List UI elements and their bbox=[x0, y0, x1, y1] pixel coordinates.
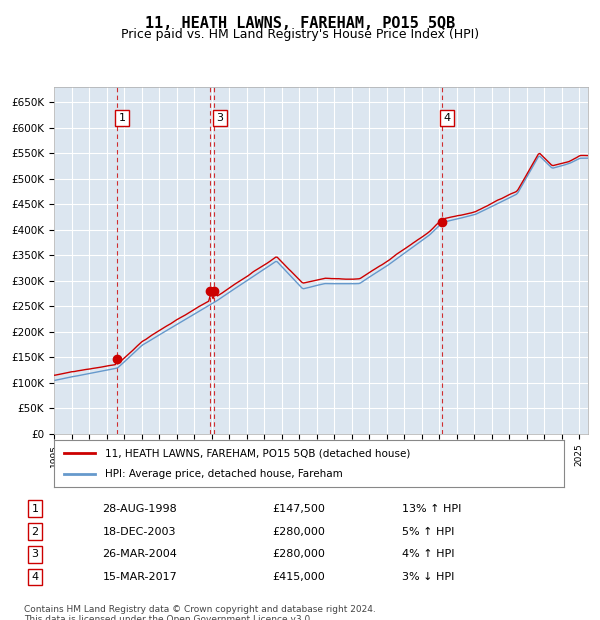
Text: 26-MAR-2004: 26-MAR-2004 bbox=[103, 549, 178, 559]
Text: 4: 4 bbox=[31, 572, 38, 582]
Text: 13% ↑ HPI: 13% ↑ HPI bbox=[401, 504, 461, 514]
Text: 1: 1 bbox=[31, 504, 38, 514]
Text: Contains HM Land Registry data © Crown copyright and database right 2024.
This d: Contains HM Land Registry data © Crown c… bbox=[24, 604, 376, 620]
Text: 18-DEC-2003: 18-DEC-2003 bbox=[103, 526, 176, 536]
Text: 11, HEATH LAWNS, FAREHAM, PO15 5QB: 11, HEATH LAWNS, FAREHAM, PO15 5QB bbox=[145, 16, 455, 30]
Text: 3: 3 bbox=[216, 113, 223, 123]
Text: HPI: Average price, detached house, Fareham: HPI: Average price, detached house, Fare… bbox=[105, 469, 343, 479]
Text: 28-AUG-1998: 28-AUG-1998 bbox=[103, 504, 178, 514]
Text: 15-MAR-2017: 15-MAR-2017 bbox=[103, 572, 178, 582]
Text: 2: 2 bbox=[31, 526, 38, 536]
Text: 5% ↑ HPI: 5% ↑ HPI bbox=[401, 526, 454, 536]
Text: 3% ↓ HPI: 3% ↓ HPI bbox=[401, 572, 454, 582]
Text: £280,000: £280,000 bbox=[272, 549, 325, 559]
Text: 11, HEATH LAWNS, FAREHAM, PO15 5QB (detached house): 11, HEATH LAWNS, FAREHAM, PO15 5QB (deta… bbox=[105, 448, 410, 458]
Text: 4% ↑ HPI: 4% ↑ HPI bbox=[401, 549, 454, 559]
Text: 3: 3 bbox=[31, 549, 38, 559]
Text: £147,500: £147,500 bbox=[272, 504, 325, 514]
Text: Price paid vs. HM Land Registry's House Price Index (HPI): Price paid vs. HM Land Registry's House … bbox=[121, 28, 479, 41]
Text: 4: 4 bbox=[444, 113, 451, 123]
Text: 1: 1 bbox=[118, 113, 125, 123]
Text: £280,000: £280,000 bbox=[272, 526, 325, 536]
Text: £415,000: £415,000 bbox=[272, 572, 325, 582]
